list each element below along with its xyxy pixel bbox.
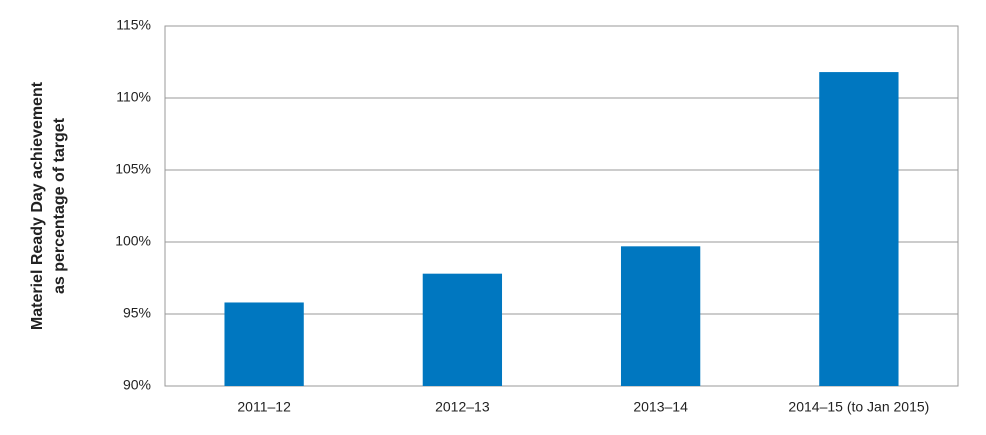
y-tick-label: 95% (123, 305, 151, 321)
x-tick-label: 2011–12 (237, 399, 291, 415)
bar (422, 273, 503, 386)
bar (819, 72, 899, 386)
bar (620, 246, 701, 386)
y-axis-label: Materiel Ready Day achievement (29, 81, 46, 330)
x-tick-label: 2013–14 (633, 399, 688, 415)
y-tick-label: 110% (116, 89, 151, 105)
x-tick-label: 2014–15 (to Jan 2015) (788, 399, 929, 415)
bar (224, 302, 304, 386)
y-axis-label: as percentage of target (51, 117, 68, 294)
y-tick-label: 115% (116, 17, 151, 33)
y-tick-label: 90% (123, 377, 151, 393)
y-tick-label: 105% (115, 161, 151, 177)
x-tick-label: 2012–13 (435, 399, 490, 415)
y-tick-label: 100% (115, 233, 151, 249)
